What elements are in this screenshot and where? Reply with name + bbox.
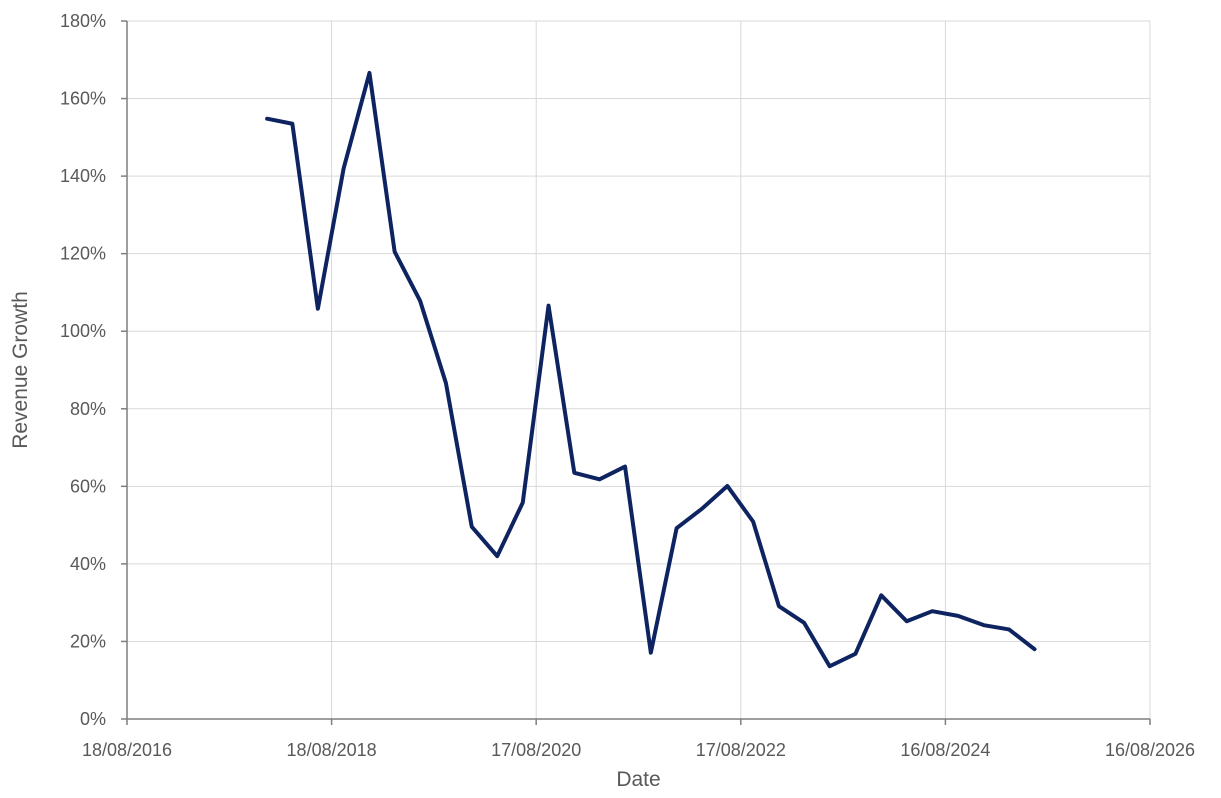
data-point bbox=[982, 623, 986, 627]
x-tick-label: 17/08/2020 bbox=[491, 740, 581, 760]
tick-marks bbox=[121, 20, 1151, 725]
y-tick-label: 100% bbox=[60, 321, 106, 341]
data-point bbox=[675, 526, 679, 530]
tick-labels: 0% 20% 40% 60% 80% 100% 120% 140% 160% 180% 18/08/… bbox=[60, 11, 1195, 760]
y-tick-label: 0% bbox=[80, 709, 106, 729]
data-point bbox=[700, 507, 704, 511]
y-tick-label: 160% bbox=[60, 89, 106, 109]
data-point bbox=[393, 250, 397, 254]
data-point bbox=[853, 652, 857, 656]
data-point bbox=[1007, 627, 1011, 631]
data-point bbox=[444, 381, 448, 385]
x-axis-title: Date bbox=[616, 768, 660, 791]
series-layer bbox=[265, 70, 1037, 669]
y-tick-label: 120% bbox=[60, 244, 106, 264]
data-point bbox=[521, 501, 525, 505]
data-point bbox=[777, 604, 781, 608]
data-point bbox=[265, 117, 269, 121]
data-point bbox=[290, 122, 294, 126]
y-tick-label: 140% bbox=[60, 166, 106, 186]
data-point bbox=[802, 621, 806, 625]
data-point bbox=[930, 609, 934, 613]
data-point bbox=[342, 166, 346, 170]
y-tick-label: 80% bbox=[70, 399, 106, 419]
x-tick-label: 16/08/2026 bbox=[1105, 740, 1195, 760]
data-point bbox=[598, 477, 602, 481]
data-point bbox=[367, 71, 371, 75]
gridlines bbox=[127, 20, 1151, 719]
data-point bbox=[905, 619, 909, 623]
y-tick-label: 60% bbox=[70, 476, 106, 496]
data-point bbox=[470, 525, 474, 529]
data-point bbox=[879, 593, 883, 597]
x-tick-label: 17/08/2022 bbox=[696, 740, 786, 760]
data-point bbox=[572, 471, 576, 475]
y-tick-label: 180% bbox=[60, 11, 106, 31]
y-tick-label: 40% bbox=[70, 554, 106, 574]
x-tick-label: 18/08/2018 bbox=[287, 740, 377, 760]
data-point bbox=[725, 484, 729, 488]
x-tick-label: 18/08/2016 bbox=[82, 740, 172, 760]
data-point bbox=[547, 304, 551, 308]
data-point bbox=[649, 651, 653, 655]
data-point bbox=[828, 664, 832, 668]
data-point bbox=[316, 307, 320, 311]
data-point bbox=[1033, 647, 1037, 651]
series-line-0 bbox=[265, 70, 1037, 669]
data-point bbox=[956, 614, 960, 618]
x-tick-label: 16/08/2024 bbox=[900, 740, 990, 760]
data-point bbox=[495, 554, 499, 558]
y-tick-label: 20% bbox=[70, 631, 106, 651]
data-point bbox=[418, 299, 422, 303]
axes bbox=[126, 21, 1150, 720]
data-point bbox=[623, 465, 627, 469]
data-point bbox=[751, 520, 755, 524]
y-axis-title: Revenue Growth bbox=[9, 291, 32, 449]
